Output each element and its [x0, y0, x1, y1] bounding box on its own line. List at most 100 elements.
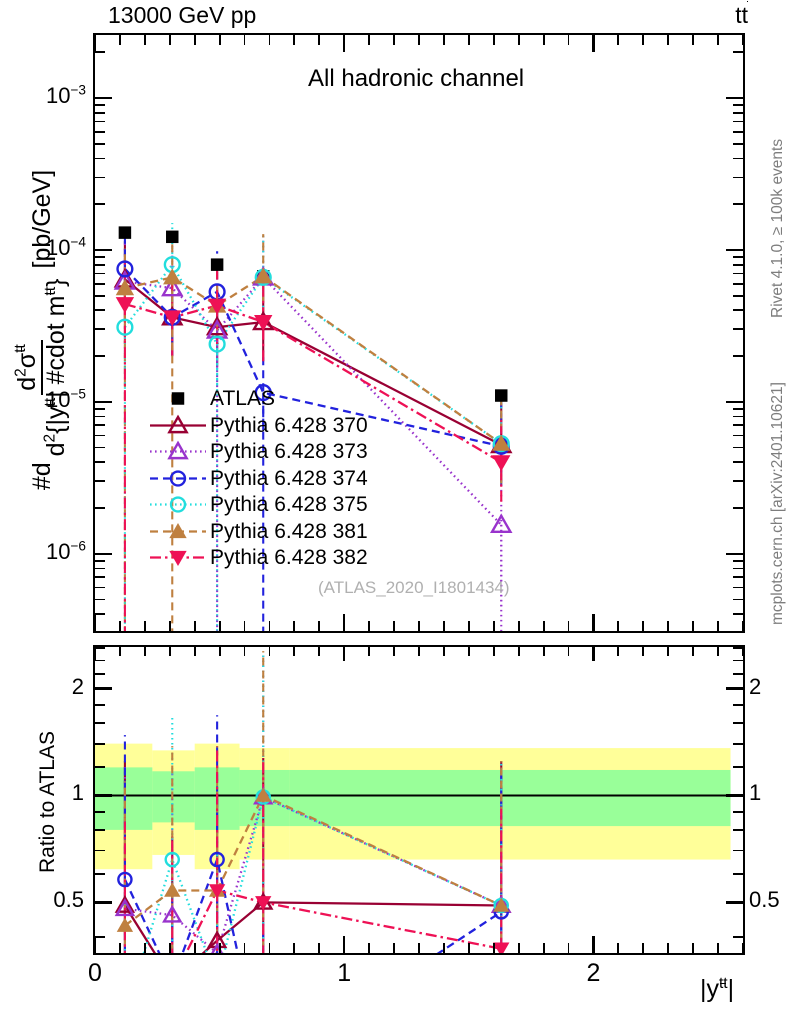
x-tick-ratio-top: [193, 647, 196, 656]
x-tick-main-bottom: [492, 621, 495, 631]
x-tick-main-bottom: [742, 621, 744, 631]
y-tick-ratio-right: [733, 849, 743, 852]
x-tick-main-top: [567, 35, 570, 45]
y-tick-main: [95, 111, 105, 114]
y-tick-ratio-right: [733, 810, 743, 813]
x-axis-title: |ytt |: [700, 974, 735, 1003]
y-tick-main: [95, 415, 105, 418]
x-tick-ratio-top: [119, 647, 121, 656]
main-plot-canvas: [113, 223, 513, 631]
y-tick-ratio: [95, 673, 105, 675]
x-tick-main-bottom: [517, 621, 520, 631]
y-tick-main-right: [733, 111, 743, 114]
legend-marker-square-filled: [150, 385, 206, 412]
y-tick-main: [95, 282, 105, 285]
x-tick-main-top: [119, 35, 121, 45]
y-tick-main: [95, 446, 105, 449]
y-tick-main-right: [733, 120, 743, 123]
x-tick-main-bottom: [119, 621, 121, 631]
y-tick-main-right: [733, 576, 743, 579]
x-tick-ratio-bottom: [717, 943, 719, 953]
x-tick-ratio-bottom: [667, 943, 670, 953]
y-tick-label-ratio-right-1: 1: [749, 780, 762, 806]
x-tick-ratio-bottom: [368, 943, 371, 953]
y-tick-main: [95, 400, 112, 404]
y-tick-main-right: [733, 309, 743, 312]
y-tick-main-right: [733, 407, 743, 410]
y-tick-main-right: [733, 461, 743, 464]
x-tick-ratio-top: [567, 647, 570, 656]
y-tick-label-main-0: 10−3: [45, 82, 86, 109]
x-tick-label-0: 0: [88, 959, 102, 987]
x-tick-ratio-top: [368, 647, 371, 656]
y-tick-main: [95, 96, 112, 100]
y-tick-main-right: [733, 559, 743, 562]
legend-marker-triangle-up-fill: [150, 518, 206, 545]
y-tick-ratio-right: [733, 742, 743, 745]
y-tick-main: [95, 294, 105, 297]
x-tick-ratio-bottom: [93, 936, 97, 953]
x-tick-ratio-bottom: [467, 943, 470, 953]
x-tick-ratio-bottom: [492, 943, 495, 953]
x-tick-ratio-bottom: [218, 943, 221, 953]
y-tick-main: [95, 567, 105, 570]
y-tick-main: [95, 142, 105, 145]
x-tick-main-bottom: [268, 621, 271, 631]
legend-label: Pythia 6.428 382: [210, 546, 368, 569]
x-tick-main-top: [592, 35, 595, 52]
x-tick-ratio-top: [293, 647, 296, 656]
main-plot-panel: [93, 33, 745, 633]
x-tick-ratio-bottom: [393, 943, 395, 953]
y-tick-main-right: [733, 176, 743, 179]
x-tick-main-bottom: [368, 621, 371, 631]
y-tick-main: [95, 328, 105, 331]
x-tick-main-bottom: [567, 621, 570, 631]
x-tick-ratio-bottom: [119, 943, 121, 953]
x-tick-main-top: [717, 35, 719, 45]
x-tick-ratio-bottom: [742, 943, 744, 953]
x-tick-ratio-top: [218, 647, 221, 656]
x-tick-ratio-top: [742, 647, 744, 656]
x-tick-ratio-top: [667, 647, 670, 656]
process-label: tt: [735, 1, 748, 28]
x-tick-ratio-top: [418, 647, 420, 656]
y-tick-main: [95, 120, 105, 123]
y-tick-ratio-right: [733, 647, 743, 650]
y-tick-main: [95, 263, 105, 266]
x-tick-main-bottom: [617, 621, 620, 631]
x-tick-main-top: [517, 35, 520, 45]
y-tick-ratio-right: [726, 687, 743, 690]
y-tick-main-right: [726, 248, 743, 252]
x-tick-main-bottom: [168, 621, 171, 631]
y-tick-label-ratio-right-0: 2: [749, 673, 762, 699]
y-tick-main: [95, 203, 105, 206]
y-tick-ratio-right: [733, 703, 743, 706]
y-tick-ratio-right: [733, 873, 743, 876]
y-tick-ratio: [95, 828, 105, 831]
x-tick-main-top: [168, 35, 171, 45]
y-tick-label-ratio-1: 1: [71, 780, 84, 806]
x-tick-ratio-bottom: [567, 943, 570, 953]
x-tick-main-top: [667, 35, 670, 45]
y-tick-label-ratio-0: 2: [71, 673, 84, 699]
plot-title: All hadronic channel: [308, 65, 525, 92]
x-tick-main-bottom: [667, 621, 670, 631]
y-tick-ratio-right: [733, 828, 743, 831]
y-tick-main-right: [733, 142, 743, 145]
x-tick-main-bottom: [93, 614, 97, 631]
x-tick-main-top: [293, 35, 296, 45]
y-tick-ratio: [95, 647, 105, 650]
x-tick-main-bottom: [218, 621, 221, 631]
x-tick-main-top: [268, 35, 271, 45]
x-tick-main-top: [418, 35, 420, 45]
x-tick-ratio-bottom: [293, 943, 296, 953]
x-tick-ratio-top: [542, 647, 545, 656]
x-tick-ratio-bottom: [542, 943, 545, 953]
y-tick-main: [95, 559, 105, 562]
y-tick-main-right: [733, 203, 743, 206]
x-tick-ratio-top: [443, 647, 445, 656]
y-tick-ratio-right: [733, 673, 743, 675]
x-tick-main-top: [368, 35, 371, 45]
y-tick-main-right: [733, 480, 743, 483]
x-tick-ratio-bottom: [617, 943, 620, 953]
